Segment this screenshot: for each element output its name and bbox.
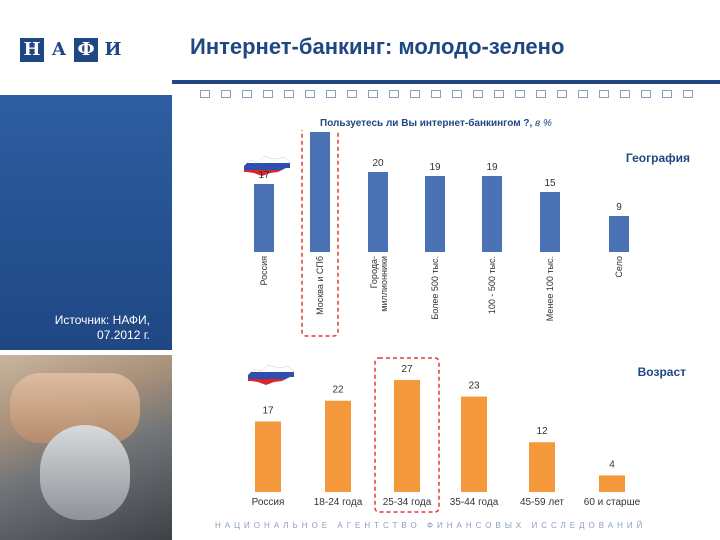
geo-data-label: 19: [429, 162, 441, 173]
logo-letter: И: [101, 38, 125, 62]
age-category-label: 18-24 года: [314, 497, 363, 508]
age-category-label: 25-34 года: [383, 497, 432, 508]
age-category-label: 60 и старше: [584, 497, 641, 508]
logo-letter: А: [47, 38, 71, 62]
geography-chart: География17Россия30Москва и СПб20Города-…: [243, 130, 690, 337]
geo-highlight-frame: [301, 130, 339, 337]
tick-mark: [431, 90, 441, 98]
chart-title-geography: География: [626, 151, 690, 165]
logo-letter: Н: [20, 38, 44, 62]
tick-mark: [599, 90, 609, 98]
source-note: Источник: НАФИ, 07.2012 г.: [20, 313, 150, 343]
geo-category-label: Москва и СПб: [315, 256, 325, 315]
tick-mark: [683, 90, 693, 98]
age-bar: [599, 475, 625, 492]
geo-data-label: 17: [258, 170, 270, 181]
age-bar: [325, 400, 351, 492]
tick-mark: [389, 90, 399, 98]
tick-mark: [221, 90, 231, 98]
geo-bar: [425, 176, 445, 252]
tick-mark: [410, 90, 420, 98]
geo-category-label: Города-миллионники: [369, 256, 389, 312]
geo-data-label: 20: [372, 158, 384, 169]
tick-mark: [620, 90, 630, 98]
geo-category-label: Россия: [259, 256, 269, 286]
question-title: Пользуетесь ли Вы интернет-банкингом ?, …: [320, 118, 552, 129]
geo-category-label: Село: [614, 256, 624, 278]
geo-data-label: 9: [616, 202, 622, 213]
tick-mark: [452, 90, 462, 98]
geo-bar: [482, 176, 502, 252]
tick-mark: [242, 90, 252, 98]
tick-mark: [284, 90, 294, 98]
tick-mark: [494, 90, 504, 98]
geo-data-label: 15: [544, 178, 556, 189]
tick-mark: [200, 90, 210, 98]
geo-bar: [310, 132, 330, 252]
geo-bar: [254, 184, 274, 252]
tick-mark: [368, 90, 378, 98]
tick-mark: [578, 90, 588, 98]
russia-map-icon: [243, 155, 291, 178]
question-text: Пользуетесь ли Вы интернет-банкингом ?,: [320, 118, 533, 129]
footer-agency-name: НАЦИОНАЛЬНОЕ АГЕНТСТВО ФИНАНСОВЫХ ИССЛЕД…: [215, 521, 647, 530]
computer-mouse-shape: [40, 425, 130, 520]
header-rule: [172, 80, 720, 84]
sidebar-blue-band: [0, 95, 172, 350]
nafi-logo: Н А Ф И: [20, 34, 125, 66]
tick-mark: [662, 90, 672, 98]
tick-mark: [641, 90, 651, 98]
age-bar: [529, 442, 555, 492]
geo-category-label: Менее 100 тыс.: [545, 256, 555, 321]
geo-bar: [368, 172, 388, 252]
age-chart: Возраст 17 Россия 22 18-24 года 27 25-34 года 2…: [247, 357, 686, 513]
tick-mark: [347, 90, 357, 98]
hand-on-mouse-photo: [0, 355, 172, 540]
question-unit: в %: [535, 118, 552, 129]
tick-mark: [305, 90, 315, 98]
source-line-1: Источник: НАФИ,: [54, 313, 150, 327]
tick-mark: [536, 90, 546, 98]
geo-category-label: 100 - 500 тыс.: [487, 256, 497, 314]
age-data-label: 23: [468, 381, 480, 392]
geo-data-label: 19: [486, 162, 498, 173]
tick-mark: [473, 90, 483, 98]
page-title: Интернет-банкинг: молодо-зелено: [190, 34, 565, 59]
tick-mark: [263, 90, 273, 98]
age-data-label: 12: [536, 426, 548, 437]
chart-title-age: Возраст: [638, 365, 686, 379]
age-bar: [394, 380, 420, 492]
age-data-label: 22: [332, 385, 344, 396]
age-category-label: Россия: [252, 497, 285, 508]
geo-bar: [540, 192, 560, 252]
tick-mark: [557, 90, 567, 98]
source-line-2: 07.2012 г.: [97, 328, 150, 342]
age-data-label: 4: [609, 459, 615, 470]
age-bar: [461, 396, 487, 492]
age-data-label: 17: [262, 405, 274, 416]
logo-letter: Ф: [74, 38, 98, 62]
geo-bar: [609, 216, 629, 252]
age-highlight-frame: [374, 357, 440, 513]
tick-mark: [515, 90, 525, 98]
age-bar: [255, 421, 281, 492]
tick-mark: [326, 90, 336, 98]
age-category-label: 45-59 лет: [520, 497, 564, 508]
header-tick-strip: [200, 90, 700, 98]
age-data-label: 27: [401, 364, 413, 375]
age-category-label: 35-44 года: [450, 497, 499, 508]
geo-category-label: Более 500 тыс.: [430, 256, 440, 320]
russia-map-icon: [247, 364, 295, 387]
